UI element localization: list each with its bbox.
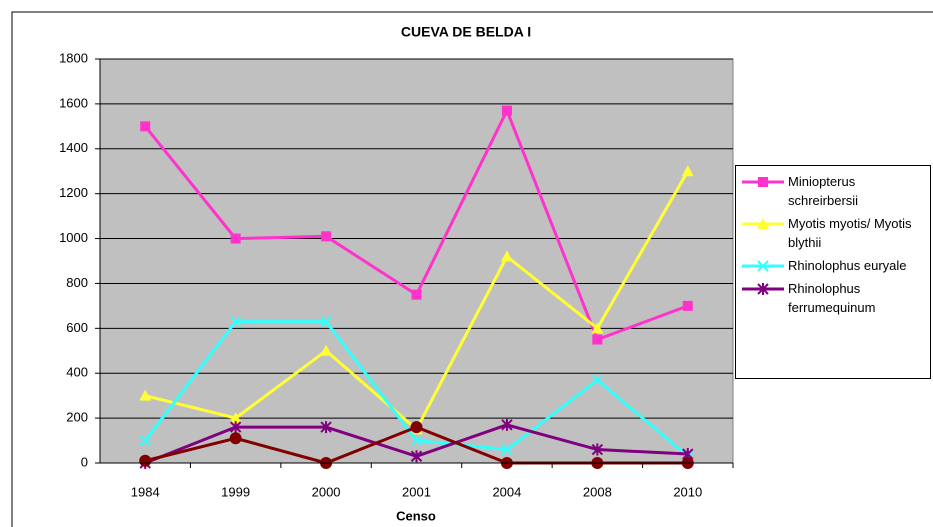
- marker: [757, 283, 769, 295]
- legend-key: [742, 283, 784, 295]
- series: [140, 105, 693, 345]
- marker: [320, 315, 332, 328]
- marker: [501, 105, 512, 116]
- y-tick-label: 600: [66, 320, 88, 335]
- marker: [682, 300, 693, 311]
- marker: [681, 165, 694, 177]
- marker: [500, 250, 513, 262]
- y-tick-label: 1000: [59, 230, 88, 245]
- y-tick-label: 1600: [59, 95, 88, 110]
- marker: [757, 218, 769, 229]
- series: [139, 418, 694, 469]
- marker: [139, 454, 152, 467]
- legend-label: Rhinolophus euryale: [788, 258, 907, 273]
- marker: [229, 315, 242, 328]
- x-tick-label: 2001: [402, 484, 431, 499]
- marker: [229, 412, 242, 424]
- marker: [139, 434, 151, 447]
- marker: [411, 289, 422, 300]
- y-tick-label: 1800: [59, 50, 88, 65]
- legend-key: [742, 218, 784, 229]
- legend-key: [742, 177, 784, 187]
- legend: Miniopterus schreirbersii Myotis myotis/ …: [735, 165, 931, 379]
- legend-entry: Miniopterus schreirbersii: [738, 172, 928, 210]
- legend-label: Myotis myotis/ Myotis blythii: [788, 216, 912, 250]
- y-tick-label: 400: [66, 365, 88, 380]
- x-axis-label: Censo: [396, 508, 436, 523]
- chart-title: CUEVA DE BELDA I: [401, 24, 531, 40]
- marker: [757, 260, 769, 272]
- legend-entry: Myotis myotis/ Myotis blythii: [738, 214, 928, 252]
- marker: [501, 418, 513, 431]
- marker: [592, 334, 603, 345]
- marker: [320, 344, 333, 356]
- y-tick-label: 1200: [59, 185, 88, 200]
- y-tick-label: 1400: [59, 140, 88, 155]
- marker: [410, 421, 423, 434]
- marker: [591, 443, 604, 456]
- marker: [410, 450, 423, 463]
- x-tick-label: 2004: [492, 484, 521, 499]
- marker: [139, 389, 152, 401]
- marker: [230, 233, 241, 244]
- marker: [229, 432, 242, 445]
- y-tick-label: 800: [66, 275, 88, 290]
- plot-area: [99, 58, 734, 464]
- x-tick-label: 1999: [221, 484, 250, 499]
- marker: [591, 322, 604, 334]
- x-tick-label: 2010: [673, 484, 702, 499]
- legend-entry: Rhinolophus euryale: [738, 256, 928, 275]
- marker: [229, 421, 242, 434]
- x-tick-label: 2008: [583, 484, 612, 499]
- marker: [321, 231, 332, 242]
- legend-label: Rhinolophus ferrumequinum: [788, 281, 876, 315]
- x-tick-label: 2000: [312, 484, 341, 499]
- x-tick-label: 1984: [131, 484, 160, 499]
- y-tick-label: 0: [81, 454, 88, 469]
- y-tick-label: 200: [66, 410, 88, 425]
- legend-entry: Rhinolophus ferrumequinum: [738, 279, 928, 317]
- legend-label: Miniopterus schreirbersii: [788, 174, 859, 208]
- marker: [591, 374, 604, 386]
- legend-key: [742, 260, 784, 272]
- marker: [758, 177, 768, 187]
- marker: [501, 443, 513, 456]
- marker: [140, 121, 151, 132]
- marker: [410, 434, 423, 447]
- marker: [320, 421, 332, 434]
